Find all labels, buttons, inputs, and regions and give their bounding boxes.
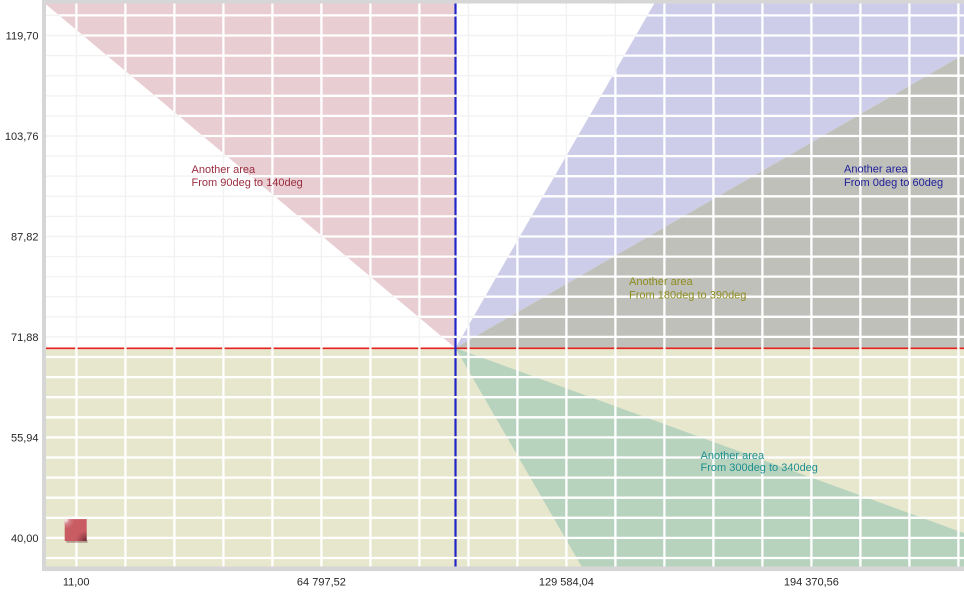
svg-text:119,70: 119,70: [6, 31, 39, 43]
svg-text:71,88: 71,88: [11, 332, 39, 344]
svg-text:87,82: 87,82: [11, 232, 39, 244]
svg-text:From 180deg to 390deg: From 180deg to 390deg: [629, 290, 746, 302]
svg-text:From 0deg to 60deg: From 0deg to 60deg: [844, 177, 943, 189]
svg-text:Another area: Another area: [192, 164, 256, 176]
svg-text:Another area: Another area: [844, 164, 908, 176]
svg-text:Another area: Another area: [701, 450, 765, 462]
svg-text:From 90deg to 140deg: From 90deg to 140deg: [192, 177, 303, 189]
svg-text:129 584,04: 129 584,04: [539, 577, 594, 589]
svg-text:From 300deg to 340deg: From 300deg to 340deg: [701, 462, 818, 474]
svg-text:194 370,56: 194 370,56: [784, 577, 839, 589]
svg-text:11,00: 11,00: [63, 577, 90, 589]
svg-text:55,94: 55,94: [11, 433, 39, 445]
svg-text:64 797,52: 64 797,52: [297, 577, 346, 589]
svg-text:103,76: 103,76: [5, 131, 39, 143]
svg-text:40,00: 40,00: [11, 533, 39, 545]
svg-text:Another area: Another area: [629, 276, 693, 288]
